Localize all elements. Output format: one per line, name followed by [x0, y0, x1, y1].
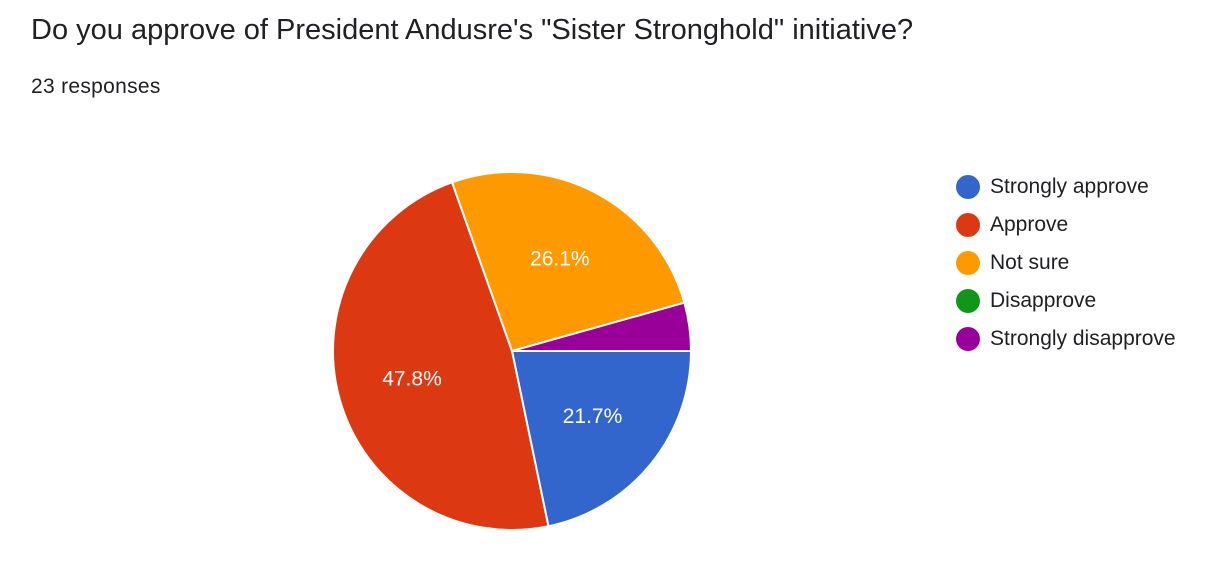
slice-percent-label: 21.7%	[563, 405, 623, 428]
pie-labels: 21.7% 47.8% 26.1%	[382, 247, 622, 428]
pie-slice-approve[interactable]	[332, 181, 550, 531]
legend-swatch-icon	[956, 213, 980, 237]
pie-slices	[332, 171, 692, 531]
pie-slice-not-sure[interactable]	[451, 171, 686, 352]
chart-title: Do you approve of President Andusre's "S…	[31, 14, 914, 46]
legend-label: Strongly approve	[990, 175, 1149, 198]
legend: Strongly approve Approve Not sure Disapprov…	[956, 168, 1176, 358]
legend-swatch-icon	[956, 289, 980, 313]
legend-swatch-icon	[956, 251, 980, 275]
responses-count: 23 responses	[31, 75, 161, 98]
legend-label: Approve	[990, 213, 1069, 236]
legend-item-disapprove[interactable]: Disapprove	[956, 282, 1176, 320]
slice-percent-label: 47.8%	[382, 368, 442, 391]
legend-swatch-icon	[956, 327, 980, 351]
legend-label: Not sure	[990, 251, 1070, 274]
legend-label: Disapprove	[990, 289, 1097, 312]
pie-slice-strongly-approve[interactable]	[511, 350, 692, 528]
legend-item-approve[interactable]: Approve	[956, 206, 1176, 244]
legend-swatch-icon	[956, 175, 980, 199]
legend-item-not-sure[interactable]: Not sure	[956, 244, 1176, 282]
legend-item-strongly-approve[interactable]: Strongly approve	[956, 168, 1176, 206]
slice-percent-label: 26.1%	[530, 247, 590, 270]
legend-item-strongly-disapprove[interactable]: Strongly disapprove	[956, 320, 1176, 358]
legend-label: Strongly disapprove	[990, 327, 1176, 350]
pie-slice-strongly-disapprove[interactable]	[511, 301, 692, 352]
